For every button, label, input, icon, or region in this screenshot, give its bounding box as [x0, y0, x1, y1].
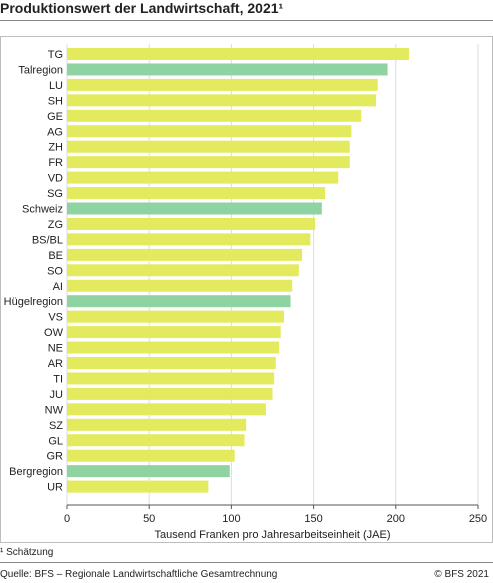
category-label: Hügelregion	[4, 296, 63, 308]
category-label: NW	[45, 404, 64, 416]
category-label: AR	[48, 358, 63, 370]
bar-ow	[67, 326, 281, 339]
category-label: BE	[48, 250, 63, 262]
bar-tg	[67, 48, 409, 60]
category-label: ZG	[48, 219, 63, 231]
title-divider	[0, 20, 493, 21]
category-label: NE	[48, 343, 63, 355]
category-label: GL	[48, 435, 63, 447]
bar-zg	[67, 217, 316, 230]
category-label: SG	[47, 188, 63, 200]
x-tick-label: 150	[304, 513, 322, 525]
x-tick-label: 0	[64, 513, 70, 525]
copyright: © BFS 2021	[434, 569, 489, 580]
category-label: Bergregion	[9, 466, 63, 478]
bar-gr	[67, 449, 235, 462]
bar-ne	[67, 341, 280, 354]
category-label: Talregion	[18, 64, 63, 76]
category-label: AI	[53, 281, 63, 293]
x-tick-label: 200	[387, 513, 405, 525]
category-label: SZ	[49, 420, 63, 432]
category-label: GE	[47, 111, 63, 123]
bars	[67, 48, 409, 493]
category-label: GR	[47, 451, 64, 463]
category-label: JU	[50, 389, 64, 401]
bar-ju	[67, 387, 273, 400]
x-tick-labels: 0 50 100 150 200 250	[64, 505, 487, 525]
category-label: OW	[44, 327, 64, 339]
bar-talregion	[67, 63, 388, 76]
bar-sg	[67, 187, 326, 200]
footer-divider	[0, 562, 493, 563]
bar-ge	[67, 109, 362, 122]
category-label: VS	[48, 312, 63, 324]
chart-title: Produktionswert der Landwirtschaft, 2021…	[0, 0, 284, 16]
category-label: UR	[47, 482, 63, 494]
bar-schweiz	[67, 202, 322, 215]
bar-ar	[67, 357, 276, 369]
bar-ti	[67, 372, 275, 385]
bar-ur	[67, 480, 209, 493]
category-label: ZH	[48, 142, 63, 154]
category-labels: TG Talregion LU SH GE AG ZH FR VD SG Schweiz ZG BS/B…	[4, 49, 64, 494]
category-label: FR	[48, 157, 63, 169]
category-label: TI	[53, 373, 63, 385]
bar-sh	[67, 94, 377, 107]
bar-bs-bl	[67, 233, 311, 246]
category-label: VD	[48, 173, 63, 185]
bar-lu	[67, 78, 378, 91]
category-label: AG	[47, 126, 63, 138]
category-label: TG	[48, 49, 63, 61]
footnote: ¹ Schätzung	[0, 547, 54, 558]
source-note: Quelle: BFS – Regionale Landwirtschaftli…	[0, 569, 278, 580]
bar-be	[67, 248, 303, 261]
bar-ag	[67, 125, 352, 138]
bar-zh	[67, 140, 350, 153]
x-tick-label: 100	[222, 513, 240, 525]
bar-nw	[67, 403, 266, 416]
bar-vs	[67, 310, 285, 323]
category-label: LU	[49, 80, 63, 92]
category-label: BS/BL	[32, 234, 63, 246]
bar-bergregion	[67, 465, 230, 478]
bar-ai	[67, 279, 293, 292]
bar-gl	[67, 434, 245, 447]
bar-so	[67, 264, 299, 277]
category-label: Schweiz	[22, 204, 63, 216]
x-tick-label: 250	[469, 513, 487, 525]
bar-h-gelregion	[67, 295, 291, 308]
category-label: SH	[48, 95, 63, 107]
x-tick-label: 50	[143, 513, 155, 525]
bar-fr	[67, 156, 350, 169]
bar-vd	[67, 171, 339, 184]
x-axis-title: Tausend Franken pro Jahresarbeitseinheit…	[154, 529, 390, 541]
category-label: SO	[47, 265, 63, 277]
bar-sz	[67, 418, 247, 431]
